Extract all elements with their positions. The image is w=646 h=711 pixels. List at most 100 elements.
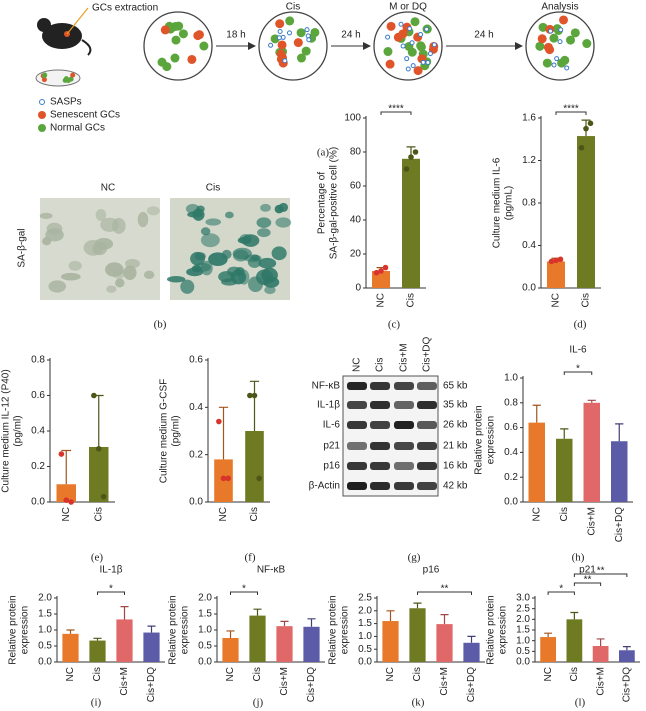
- y-axis-label: (pg/mL): [504, 186, 515, 220]
- cell-stain: [260, 203, 271, 212]
- x-tick-label: NC: [543, 667, 554, 681]
- cell-stain: [180, 279, 195, 294]
- x-tick-label: Cis+M: [279, 667, 290, 696]
- protein-label: IL-6: [323, 420, 341, 431]
- y-tick-label: 2.0: [38, 593, 52, 604]
- y-tick-label: 1.0: [504, 373, 518, 384]
- y-axis-label: Relative protein: [474, 405, 485, 474]
- cell-dot: [564, 65, 570, 71]
- x-tick-label: NC: [225, 667, 236, 681]
- y-tick-label: 0.0: [358, 657, 372, 668]
- blot-band: [417, 482, 437, 490]
- stain-label: SA-β-gal: [17, 228, 28, 267]
- step-label: Cis: [286, 2, 300, 13]
- cell-stain: [45, 228, 64, 242]
- y-tick-label: 2.0: [516, 614, 530, 625]
- cell-dot: [398, 29, 408, 39]
- legend-label: Senescent GCs: [50, 110, 120, 121]
- panel-label: (f): [245, 552, 256, 564]
- significance-bracket: [573, 573, 628, 577]
- data-point: [58, 451, 65, 457]
- cell-stain: [247, 256, 262, 268]
- legend-swatch: [38, 111, 46, 119]
- significance-bracket: [555, 111, 587, 115]
- x-tick-label: Cis: [559, 507, 570, 521]
- bar: [611, 441, 628, 502]
- cell-dot: [425, 60, 431, 66]
- group-label: Cis: [206, 183, 220, 194]
- pointer: [66, 7, 89, 35]
- x-tick-label: NC: [551, 293, 562, 307]
- cell-dot: [410, 17, 420, 27]
- panel-label: (k): [412, 697, 425, 709]
- cell-stain: [61, 272, 81, 281]
- cell-dot: [398, 21, 404, 27]
- y-tick-label: 0: [355, 283, 361, 294]
- cell-dot: [268, 42, 274, 48]
- y-tick-label: 1.0: [198, 625, 212, 636]
- blot-band: [394, 482, 414, 490]
- data-point: [220, 475, 227, 482]
- cell-dot: [160, 25, 170, 35]
- error-bar: [66, 629, 75, 634]
- bar: [116, 619, 133, 662]
- y-tick-label: 20: [350, 249, 362, 260]
- data-point: [247, 392, 253, 399]
- error-bar: [218, 406, 229, 460]
- legend-swatch: [38, 124, 46, 132]
- duration-label: 24 h: [474, 30, 493, 41]
- y-tick-label: 1.5: [358, 618, 372, 629]
- x-tick-label: NC: [61, 507, 72, 521]
- cell-dot: [420, 59, 426, 65]
- y-axis-label: expression: [486, 416, 497, 464]
- diagram: GCs extraction Cis M or DQ Analysis 18 h…: [35, 2, 595, 159]
- cell-dot: [560, 55, 570, 65]
- bar: [276, 626, 293, 662]
- significance-label: **: [597, 566, 605, 577]
- blot-band: [370, 401, 390, 409]
- cell-dot: [282, 58, 288, 64]
- y-tick-label: 0.2: [189, 449, 203, 460]
- legend-label: Normal GCs: [50, 123, 105, 134]
- bar: [409, 608, 426, 662]
- data-point: [251, 392, 258, 399]
- error-bar: [253, 608, 262, 616]
- y-tick-label: 3.0: [516, 593, 530, 604]
- cell-dot: [407, 26, 413, 32]
- x-tick-label: Cis+M: [439, 667, 450, 696]
- cell-dot: [385, 59, 395, 69]
- panel-label: (b): [154, 319, 167, 331]
- cell-dot: [542, 58, 552, 68]
- chart-title: IL-6: [569, 345, 587, 356]
- cell-dot: [171, 35, 181, 45]
- error-bar: [532, 404, 541, 423]
- data-point: [256, 475, 262, 482]
- data-point: [378, 268, 384, 274]
- x-tick-label: NC: [65, 667, 76, 681]
- cell-dot: [537, 34, 547, 44]
- cell-dot: [427, 51, 433, 57]
- chart-title: NF-κB: [257, 565, 286, 576]
- blot-band: [347, 421, 367, 429]
- blot-band: [370, 421, 390, 429]
- cell-dot: [551, 62, 557, 68]
- bar: [583, 402, 600, 502]
- y-axis-label: Relative protein: [328, 595, 339, 664]
- x-tick-label: Cis+M: [595, 667, 606, 696]
- bar: [528, 422, 545, 502]
- y-tick-label: 0.6: [504, 422, 518, 433]
- bar: [249, 615, 266, 662]
- duration-label: 18 h: [226, 30, 245, 41]
- cell-stain: [166, 275, 186, 283]
- y-axis-label: (pg/ml): [171, 415, 182, 446]
- cell-stain: [248, 276, 263, 293]
- x-tick-label: Cis: [581, 293, 592, 307]
- cell-stain: [190, 251, 206, 266]
- group-label: NC: [101, 183, 115, 194]
- bar: [577, 136, 595, 288]
- significance-label: *: [109, 584, 113, 595]
- cell-stain: [143, 270, 155, 280]
- blot-band: [370, 462, 390, 470]
- y-tick-label: 40: [350, 215, 362, 226]
- y-tick-label: 0.5: [198, 641, 212, 652]
